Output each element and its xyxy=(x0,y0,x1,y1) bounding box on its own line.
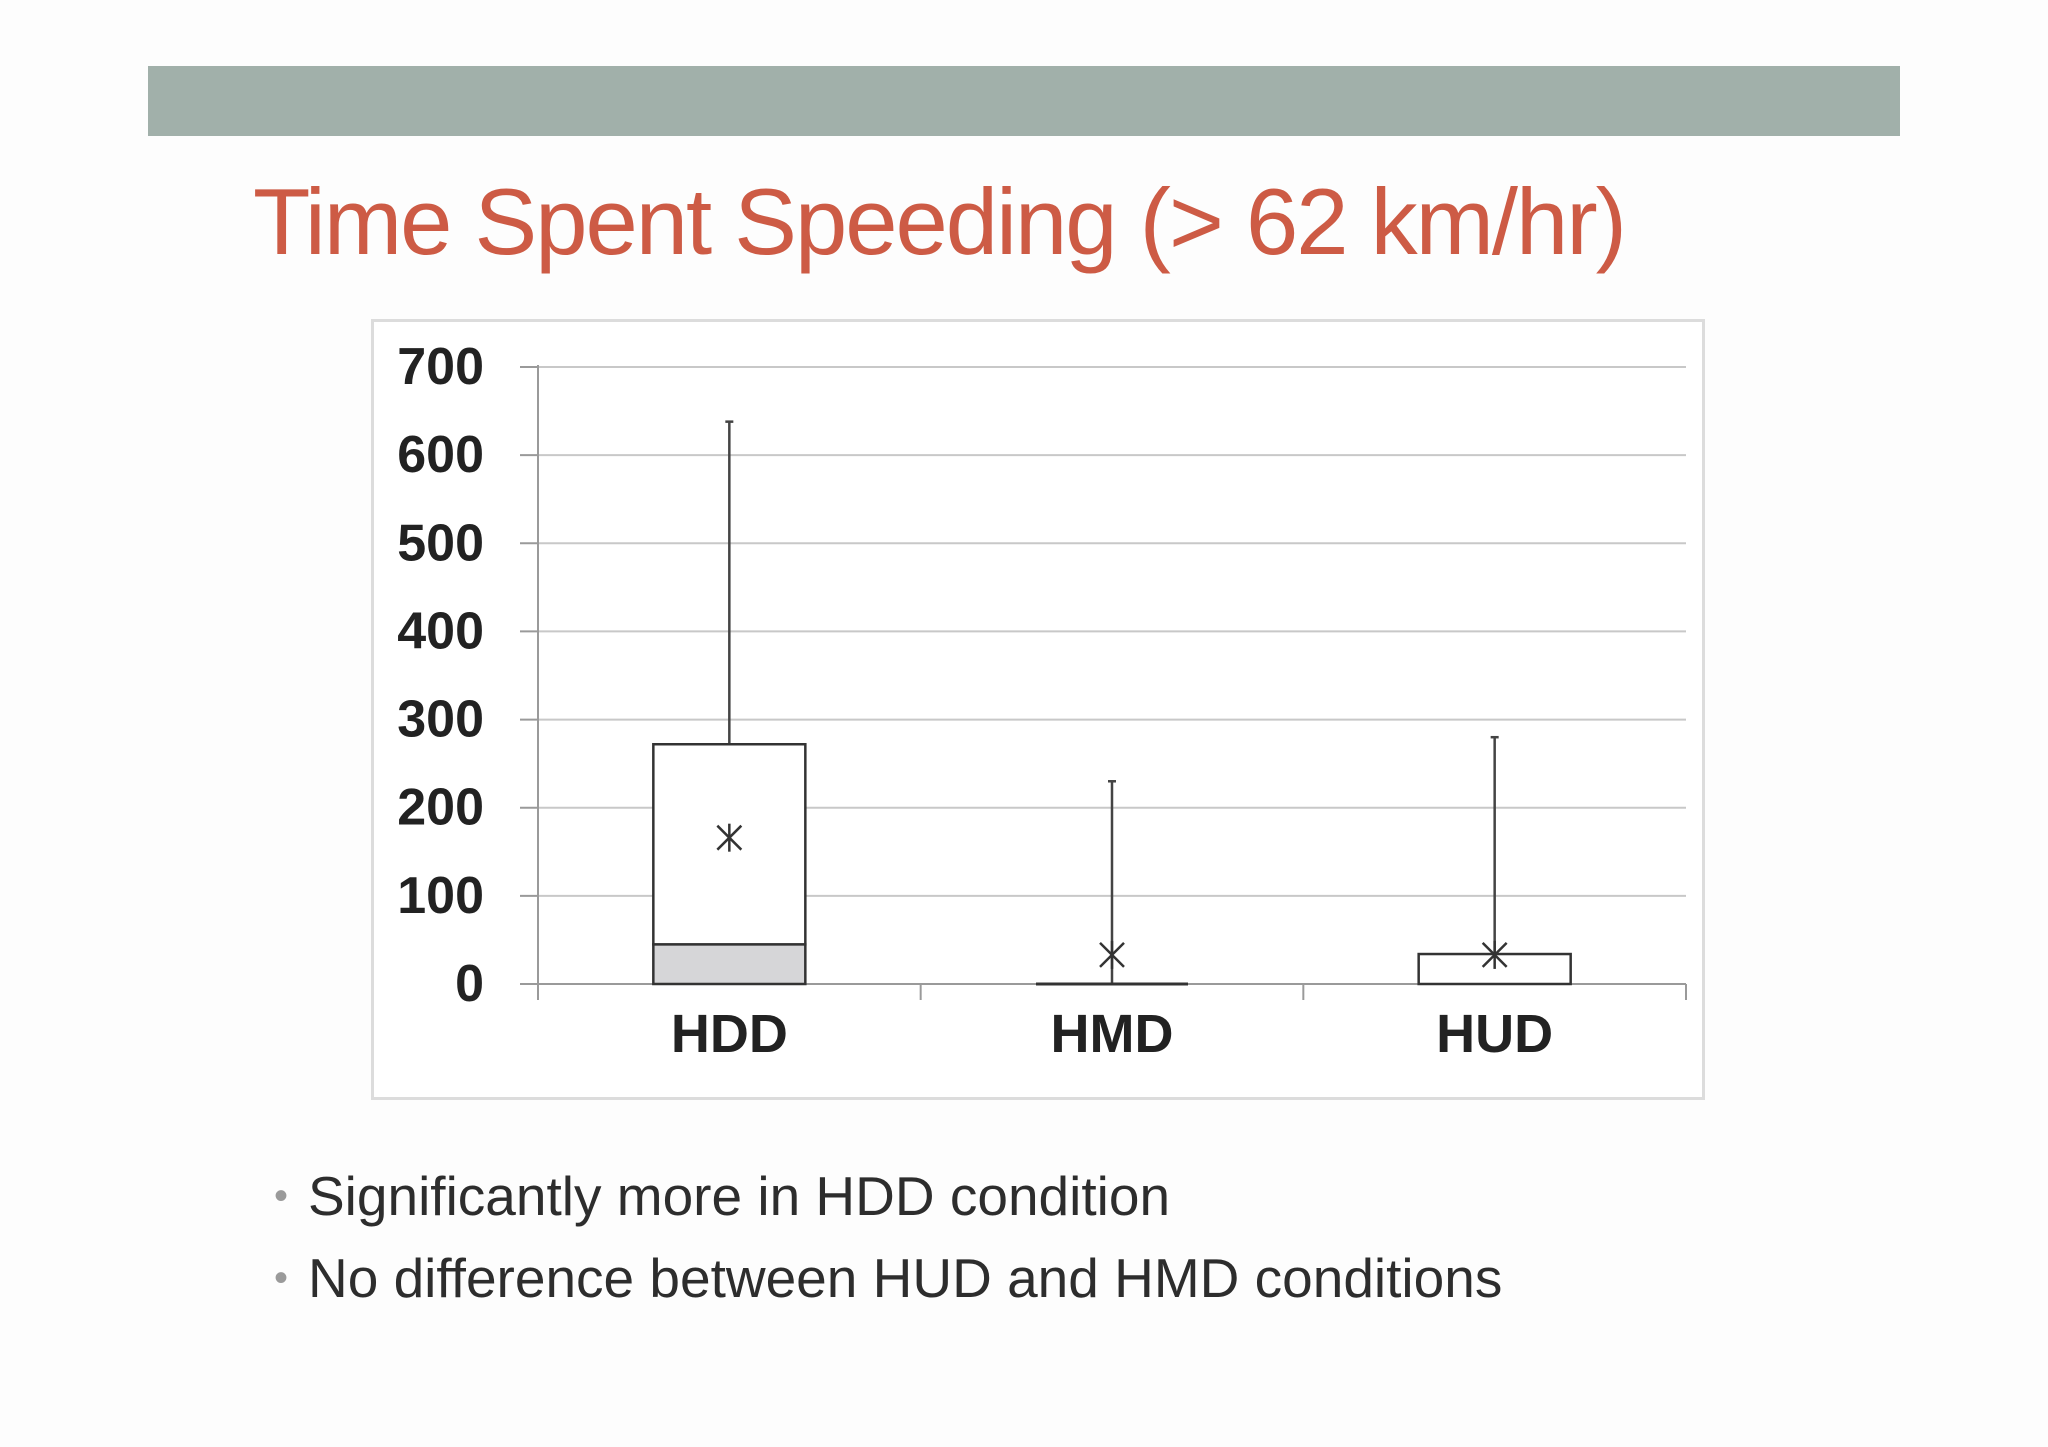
y-tick-label: 600 xyxy=(397,426,484,484)
title-accent-bar xyxy=(148,66,1900,136)
y-tick-label: 200 xyxy=(397,779,484,837)
bullet-text: No difference between HUD and HMD condit… xyxy=(308,1247,1503,1309)
slide-title: Time Spent Speeding (> 62 km/hr) xyxy=(253,169,1627,274)
bullet-item: • Significantly more in HDD condition xyxy=(270,1155,1502,1237)
mean-marker xyxy=(1099,940,1125,969)
x-category-label: HUD xyxy=(1436,1004,1553,1064)
y-tick-label: 700 xyxy=(397,338,484,396)
chart-frame: 0 100 200 300 400 500 600 700 HDD HMD HUD xyxy=(371,319,1705,1100)
y-tick-label: 100 xyxy=(397,867,484,925)
box-lower-section xyxy=(652,943,807,986)
mean-marker xyxy=(1481,940,1508,969)
x-category-label: HMD xyxy=(1051,1004,1174,1064)
bullet-dot-icon: • xyxy=(274,1174,289,1218)
box-plot-chart: 0 100 200 300 400 500 600 700 HDD HMD HUD xyxy=(397,338,1687,1064)
x-category-label: HDD xyxy=(671,1004,788,1064)
y-tick-label: 400 xyxy=(397,602,484,660)
bullet-list: • Significantly more in HDD condition • … xyxy=(270,1155,1502,1319)
y-tick-label: 300 xyxy=(397,691,484,749)
bullet-item: • No difference between HUD and HMD cond… xyxy=(270,1237,1502,1319)
bullet-text: Significantly more in HDD condition xyxy=(308,1165,1171,1227)
mean-marker xyxy=(716,823,743,852)
y-tick-label: 0 xyxy=(455,955,484,1013)
y-tick-label: 500 xyxy=(397,514,484,572)
bullet-dot-icon: • xyxy=(274,1256,289,1300)
